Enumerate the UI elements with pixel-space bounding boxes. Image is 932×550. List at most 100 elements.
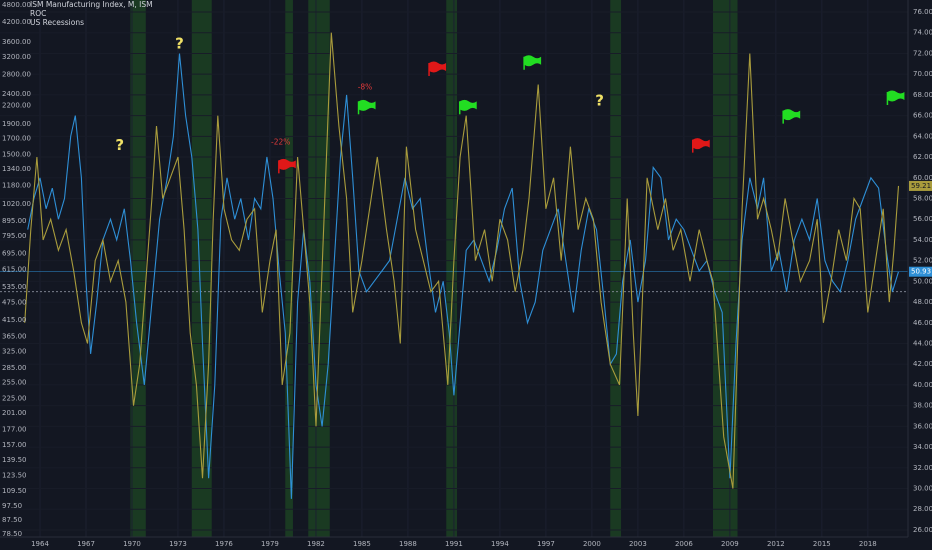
x-tick-label: 1979 xyxy=(261,540,279,548)
y2-tick-label: 139.50 xyxy=(2,456,27,464)
y-tick-label: 36.00 xyxy=(913,422,932,430)
flag xyxy=(278,158,296,174)
y2-tick-label: 78.50 xyxy=(2,530,22,538)
x-tick-label: 1982 xyxy=(307,540,325,548)
annotation-text: -8% xyxy=(358,83,373,92)
y-tick-label: 34.00 xyxy=(913,443,932,451)
y2-tick-label: 2200.00 xyxy=(2,101,31,109)
y2-tick-label: 1020.00 xyxy=(2,200,31,208)
x-tick-label: 1970 xyxy=(123,540,141,548)
y2-tick-label: 325.00 xyxy=(2,347,27,355)
y-tick-label: 40.00 xyxy=(913,381,932,389)
flag-cloth xyxy=(358,99,376,111)
y-tick-label: 54.00 xyxy=(913,236,932,244)
x-tick-label: 1991 xyxy=(445,540,463,548)
x-tick-label: 1964 xyxy=(31,540,49,548)
y2-tick-label: 365.00 xyxy=(2,332,27,340)
y-tick-label: 52.00 xyxy=(913,257,932,265)
y2-tick-label: 1340.00 xyxy=(2,165,31,173)
y-tick-label: 32.00 xyxy=(913,464,932,472)
flag xyxy=(782,109,801,124)
x-tick-label: 2012 xyxy=(767,540,785,548)
x-tick-label: 1967 xyxy=(77,540,95,548)
y2-tick-label: 415.00 xyxy=(2,316,27,324)
y2-tick-label: 795.00 xyxy=(2,232,27,240)
y-tick-label: 76.00 xyxy=(913,8,932,16)
y2-tick-label: 2400.00 xyxy=(2,90,31,98)
y2-tick-label: 535.00 xyxy=(2,283,27,291)
last-value-label: 50.93 xyxy=(911,268,931,276)
y2-tick-label: 3600.00 xyxy=(2,38,31,46)
y2-tick-label: 615.00 xyxy=(2,265,27,273)
y2-tick-label: 3200.00 xyxy=(2,53,31,61)
x-tick-label: 1985 xyxy=(353,540,371,548)
back-layer xyxy=(0,0,908,537)
y-tick-label: 60.00 xyxy=(913,174,932,182)
x-tick-label: 2006 xyxy=(675,540,693,548)
y-tick-label: 38.00 xyxy=(913,402,932,410)
y2-tick-label: 123.50 xyxy=(2,472,27,480)
y2-tick-label: 109.50 xyxy=(2,487,27,495)
y2-tick-label: 1180.00 xyxy=(2,181,31,189)
annotation-text: ? xyxy=(595,92,604,110)
x-tick-label: 2015 xyxy=(813,540,831,548)
y2-tick-label: 1500.00 xyxy=(2,151,31,159)
y2-tick-label: 695.00 xyxy=(2,250,27,258)
x-tick-label: 1994 xyxy=(491,540,509,548)
y-tick-label: 44.00 xyxy=(913,339,932,347)
y2-tick-label: 2800.00 xyxy=(2,70,31,78)
y-tick-label: 58.00 xyxy=(913,194,932,202)
flag xyxy=(886,90,905,105)
y2-tick-label: 87.50 xyxy=(2,516,22,524)
x-tick-label: 2000 xyxy=(583,540,601,548)
flag-cloth xyxy=(783,109,801,121)
recession-band xyxy=(610,0,622,537)
y2-tick-label: 4800.00 xyxy=(2,1,31,9)
y-tick-label: 62.00 xyxy=(913,153,932,161)
x-tick-label: 1988 xyxy=(399,540,417,548)
flag xyxy=(691,138,710,153)
y-tick-label: 74.00 xyxy=(913,29,932,37)
annotation-text: ? xyxy=(115,136,124,154)
recession-band xyxy=(191,0,212,537)
y2-tick-label: 475.00 xyxy=(2,298,27,306)
flag-cloth xyxy=(278,158,296,170)
flag xyxy=(458,99,477,115)
y2-tick-label: 1700.00 xyxy=(2,134,31,142)
y-tick-label: 26.00 xyxy=(913,526,932,534)
x-tick-label: 2018 xyxy=(859,540,877,548)
flag-cloth xyxy=(524,55,542,67)
flag-cloth xyxy=(887,90,905,102)
y-tick-label: 30.00 xyxy=(913,485,932,493)
y2-tick-label: 895.00 xyxy=(2,217,27,225)
y-tick-label: 46.00 xyxy=(913,319,932,327)
annotation-text: -22% xyxy=(271,138,290,147)
flag xyxy=(357,99,376,115)
x-tick-label: 2009 xyxy=(721,540,739,548)
y-tick-label: 72.00 xyxy=(913,49,932,57)
x-tick-label: 2003 xyxy=(629,540,647,548)
y2-tick-label: 157.00 xyxy=(2,441,27,449)
series-line xyxy=(27,53,900,499)
y-tick-label: 50.00 xyxy=(913,277,932,285)
y2-tick-label: 177.00 xyxy=(2,425,27,433)
recession-band xyxy=(285,0,293,537)
flag xyxy=(523,55,542,70)
y-tick-label: 64.00 xyxy=(913,132,932,140)
series-line xyxy=(24,32,900,489)
annotation-text: ? xyxy=(175,35,184,53)
y2-tick-label: 4200.00 xyxy=(2,18,31,26)
legend-entry: ROC xyxy=(30,9,46,18)
recession-band xyxy=(308,0,330,537)
y2-tick-label: 255.00 xyxy=(2,378,27,386)
flag-cloth xyxy=(459,99,477,111)
y-tick-label: 28.00 xyxy=(913,505,932,513)
y2-tick-label: 225.00 xyxy=(2,395,27,403)
x-tick-label: 1976 xyxy=(215,540,233,548)
flag-cloth xyxy=(429,61,447,73)
y-tick-label: 48.00 xyxy=(913,298,932,306)
